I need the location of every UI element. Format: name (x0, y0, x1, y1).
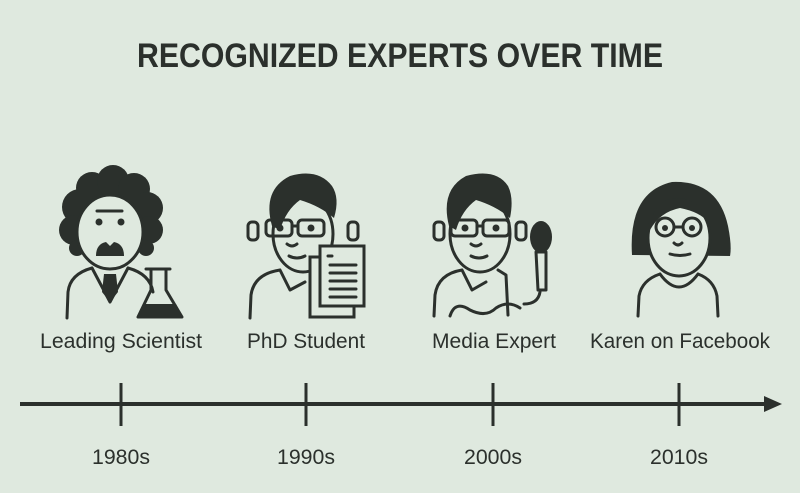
expert-label: Media Expert (432, 330, 556, 353)
title: RECOGNIZED EXPERTS OVER TIME (137, 37, 663, 75)
expert-label: Leading Scientist (40, 330, 202, 353)
expert-label: PhD Student (247, 330, 365, 353)
scientist-icon (59, 165, 184, 320)
phd-student-icon (246, 173, 366, 320)
arrow-head-icon (764, 396, 782, 412)
media-expert-icon (432, 173, 552, 318)
karen-icon (631, 181, 731, 318)
decade-label: 2000s (464, 446, 522, 469)
decade-label: 2010s (650, 446, 708, 469)
expert-label: Karen on Facebook (590, 330, 770, 353)
decade-label: 1980s (92, 446, 150, 469)
decade-label: 1990s (277, 446, 335, 469)
timeline-axis (20, 383, 782, 426)
